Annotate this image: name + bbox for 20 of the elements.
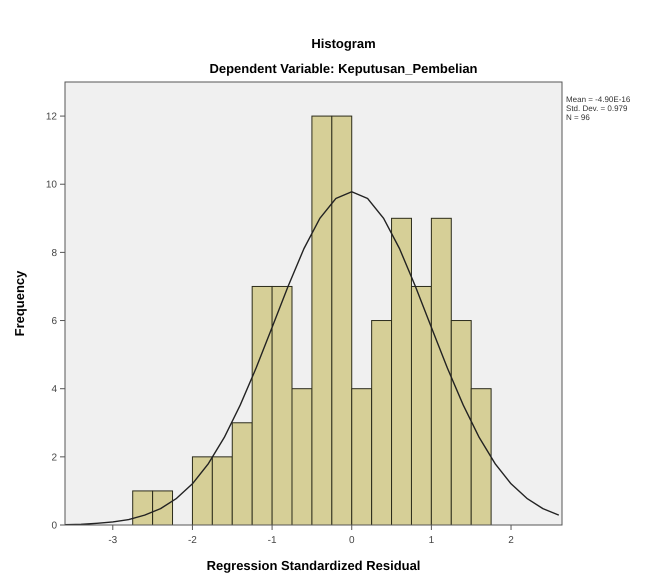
x-tick-label: 1 (428, 535, 435, 546)
text: N = 96 (566, 113, 590, 122)
y-tick-label: 8 (51, 248, 58, 259)
x-tick-label: 2 (508, 535, 514, 546)
y-tick-label: 12 (46, 112, 58, 123)
text: Std. Dev. = 0.979 (566, 104, 628, 113)
y-axis-title: Frequency (12, 270, 27, 336)
y-tick-label: 0 (51, 520, 58, 532)
x-tick-label: -3 (108, 535, 118, 546)
y-tick-label: 10 (46, 180, 58, 191)
x-tick-label: 0 (348, 535, 355, 546)
x-axis-title: Regression Standardized Residual (206, 558, 420, 573)
y-tick-label: 2 (51, 452, 58, 464)
y-tick-label: 4 (51, 384, 58, 396)
chart-title: Histogram (311, 36, 376, 51)
y-tick-label: 6 (51, 316, 58, 328)
text: Mean = -4.90E-16 (566, 95, 631, 104)
x-tick-label: -2 (188, 535, 198, 546)
x-tick-label: -1 (268, 535, 277, 546)
chart-subtitle: Dependent Variable: Keputusan_Pembelian (209, 61, 478, 76)
